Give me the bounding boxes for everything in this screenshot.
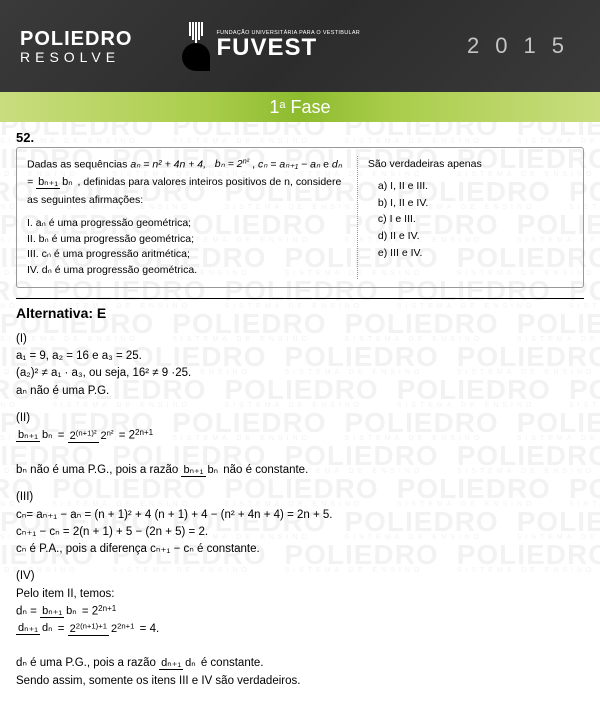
alternative-label: Alternativa: E [16, 305, 584, 321]
option-b: b) I, II e IV. [368, 195, 573, 212]
question-box: Dadas as sequências aₙ = n² + 4n + 4, bₙ… [16, 147, 584, 288]
sol-item-4: (IV) Pelo item II, temos: dₙ = bₙ₊₁bₙ = … [16, 568, 584, 689]
fuvest-title: FUVEST [216, 34, 360, 62]
header: POLIEDRO RESOLVE FUNDAÇÃO UNIVERSITÁRIA … [0, 0, 600, 92]
option-e: e) III e IV. [368, 245, 573, 262]
statements: I. aₙ é uma progressão geométrica; II. b… [27, 216, 345, 279]
year-text: 2015 [467, 33, 580, 59]
question-stem: Dadas as sequências aₙ = n² + 4n + 4, bₙ… [27, 156, 345, 279]
sol-item-1: (I) a₁ = 9, a₂ = 16 e a₃ = 25. (a₂)² ≠ a… [16, 331, 584, 400]
option-c: c) I e III. [368, 211, 573, 228]
logo-poliedro: POLIEDRO RESOLVE [20, 28, 132, 65]
option-d: d) II e IV. [368, 228, 573, 245]
phase-bar: 1a Fase [0, 92, 600, 122]
option-a: a) I, II e III. [368, 178, 573, 195]
separator [16, 298, 584, 299]
resolve-text: RESOLVE [20, 49, 132, 65]
question-options: São verdadeiras apenas a) I, II e III. b… [357, 156, 573, 279]
question-number: 52. [16, 130, 584, 145]
solution: (I) a₁ = 9, a₂ = 16 e a₃ = 25. (a₂)² ≠ a… [16, 331, 584, 690]
poliedro-text: POLIEDRO [20, 28, 132, 51]
sol-item-3: (III) cₙ= aₙ₊₁ − aₙ = (n + 1)² + 4 (n + … [16, 489, 584, 558]
logo-fuvest: FUNDAÇÃO UNIVERSITÁRIA PARA O VESTIBULAR… [182, 22, 360, 71]
phase-text: 1a Fase [269, 97, 330, 118]
fuvest-icon [182, 22, 210, 71]
sol-item-2: (II) bₙ₊₁bₙ = 2(n+1)²2n² = 22n+1 bₙ não … [16, 410, 584, 480]
options-title: São verdadeiras apenas [368, 156, 573, 174]
content: 52. Dadas as sequências aₙ = n² + 4n + 4… [0, 122, 600, 720]
